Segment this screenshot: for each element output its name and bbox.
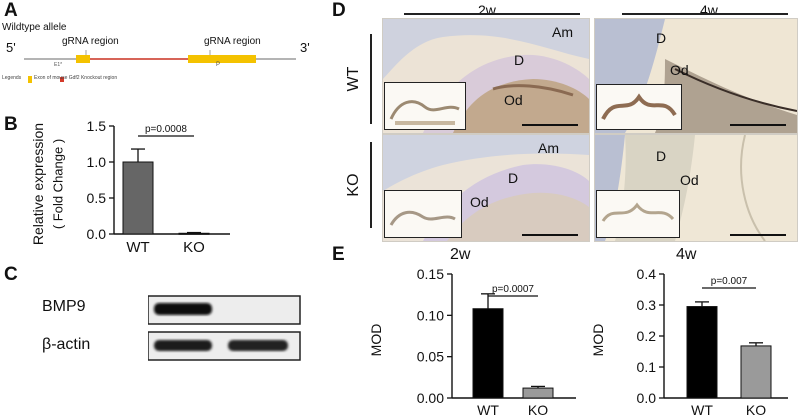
- exon-small-label-1: E1*: [54, 62, 63, 68]
- histology-panel: 2w 4w WT KO Am D Od D Od: [340, 0, 800, 244]
- scalebar-ko-2w: [522, 234, 578, 236]
- legend-ko-swatch: [60, 77, 64, 82]
- panel-b-ylabel-2: ( Fold Change ): [50, 138, 66, 230]
- panel-e-4w-ytick-label: 0.0: [637, 390, 657, 406]
- panel-b-bar: [178, 232, 210, 235]
- panel-e-ylabel-4w: MOD: [590, 323, 606, 357]
- panel-e-4w-ytick-label: 0.1: [637, 359, 657, 375]
- panel-e-4w-bar: [686, 306, 718, 399]
- legend-text: Exon of mouse Gdf2 Knockout region: [34, 75, 118, 81]
- row-rule-wt: [370, 34, 372, 124]
- panel-e-2w-ytick-label: 0.15: [417, 266, 444, 282]
- panel-b-ytick-label: 0.5: [87, 190, 107, 206]
- inset-ko-4w: [596, 190, 680, 238]
- panel-b-ytick-label: 0.0: [87, 226, 107, 242]
- panel-e-ylabel-2w: MOD: [368, 323, 384, 357]
- col-header-2w: 2w: [478, 2, 496, 18]
- blot-band-bmp9-wt: [154, 303, 212, 315]
- panel-label-d: D: [332, 0, 346, 21]
- panel-e-title-4w: 4w: [676, 246, 697, 263]
- panel-e-4w-category-label: KO: [746, 402, 766, 418]
- panel-e-2w-bar: [522, 387, 554, 399]
- label-d-wt4w: D: [656, 30, 667, 46]
- blot-label-bmp9: BMP9: [42, 298, 86, 315]
- exon-2: [188, 55, 256, 63]
- panel-e-2w-category-label: KO: [528, 402, 548, 418]
- label-od-wt4w: Od: [670, 62, 689, 78]
- row-label-wt: WT: [345, 66, 362, 92]
- allele-title: Wildtype allele: [2, 22, 67, 33]
- panel-e-4w-ytick-label: 0.3: [637, 297, 657, 313]
- panel-label-c: C: [4, 264, 18, 285]
- legend-exon-swatch: [28, 76, 32, 83]
- exon-small-label-2: P: [216, 62, 221, 68]
- exon-1: [76, 55, 90, 63]
- col-rule-2w: [404, 13, 580, 15]
- legend-title: Legends: [2, 75, 22, 81]
- panel-e-4w-ytick-label: 0.4: [637, 266, 657, 282]
- panel-b-ytick-label: 1.5: [87, 118, 107, 134]
- row-rule-ko: [370, 142, 372, 228]
- five-prime-label: 5': [6, 40, 16, 55]
- panel-b-category-label: WT: [126, 239, 149, 256]
- panel-e-2w-p-value: p=0.0007: [492, 284, 534, 295]
- label-am-wt2w: Am: [552, 24, 573, 40]
- panel-e-4w-bar: [740, 345, 772, 399]
- panel-e-2w-bar-chart-svg: 0.00 0.05 0.10 0.15 WT KO p=0.0007: [417, 266, 576, 418]
- label-am-ko2w: Am: [538, 140, 559, 156]
- blot-band-actin-ko: [228, 340, 288, 351]
- panel-e-2w-ytick-label: 0.10: [417, 307, 444, 323]
- inset-wt-4w: [596, 84, 682, 130]
- panel-e-2w-category-label: WT: [477, 402, 499, 418]
- panel-e-4w-category-label: WT: [691, 402, 713, 418]
- scalebar-ko-4w: [730, 234, 786, 236]
- panel-e-2w-ytick-label: 0.05: [417, 349, 444, 365]
- blot-image: [148, 295, 301, 361]
- scalebar-wt-2w: [522, 124, 578, 126]
- row-label-ko: KO: [345, 173, 362, 197]
- panel-e-4w-p-value: p=0.007: [711, 276, 748, 287]
- panel-b-bar-chart-svg: 0.0 0.5 1.0 1.5 WT KO p=0.0008: [87, 118, 230, 256]
- blot-label-beta-actin: β-actin: [42, 336, 91, 353]
- western-blot: BMP9 β-actin: [0, 288, 320, 368]
- label-d-ko2w: D: [508, 170, 519, 186]
- col-rule-4w: [622, 13, 788, 15]
- panel-e-title-2w: 2w: [450, 246, 471, 263]
- panel-b-bar: [122, 161, 154, 235]
- inset-ko-2w: [384, 190, 462, 238]
- blot-band-actin-wt: [154, 340, 212, 351]
- inset-wt-2w: [384, 82, 466, 130]
- panel-b-ylabel-1: Relative expression: [30, 122, 46, 246]
- panel-label-b: B: [4, 114, 18, 135]
- panel-e-2w-ytick-label: 0.00: [417, 390, 444, 406]
- panel-b-chart: Relative expression ( Fold Change ) 0.0 0…: [0, 118, 320, 266]
- label-od-ko2w: Od: [470, 194, 489, 210]
- label-d-wt2w: D: [514, 52, 525, 68]
- panel-e-4w-bar-chart-svg: 0.0 0.1 0.2 0.3 0.4 WT KO p=0.007: [637, 266, 788, 418]
- label-d-ko4w: D: [656, 148, 667, 164]
- panel-label-a: A: [4, 0, 18, 21]
- gene-diagram-svg: [24, 50, 296, 83]
- panel-label-e: E: [332, 244, 345, 265]
- three-prime-label: 3': [300, 40, 310, 55]
- panel-e-2w-bar: [472, 308, 504, 399]
- panel-b-category-label: KO: [183, 239, 205, 256]
- panel-b-ytick-label: 1.0: [87, 154, 107, 170]
- col-header-4w: 4w: [700, 2, 718, 18]
- scalebar-wt-4w: [730, 124, 786, 126]
- label-od-ko4w: Od: [680, 172, 699, 188]
- panel-e-4w-ytick-label: 0.2: [637, 328, 657, 344]
- grna-region-label-2: gRNA region: [204, 36, 261, 47]
- grna-region-label-1: gRNA region: [62, 36, 119, 47]
- label-od-wt2w: Od: [504, 92, 523, 108]
- panel-b-p-value: p=0.0008: [145, 124, 187, 135]
- gene-schematic: Wildtype allele 5' 3' gRNA region gRNA r…: [0, 22, 320, 102]
